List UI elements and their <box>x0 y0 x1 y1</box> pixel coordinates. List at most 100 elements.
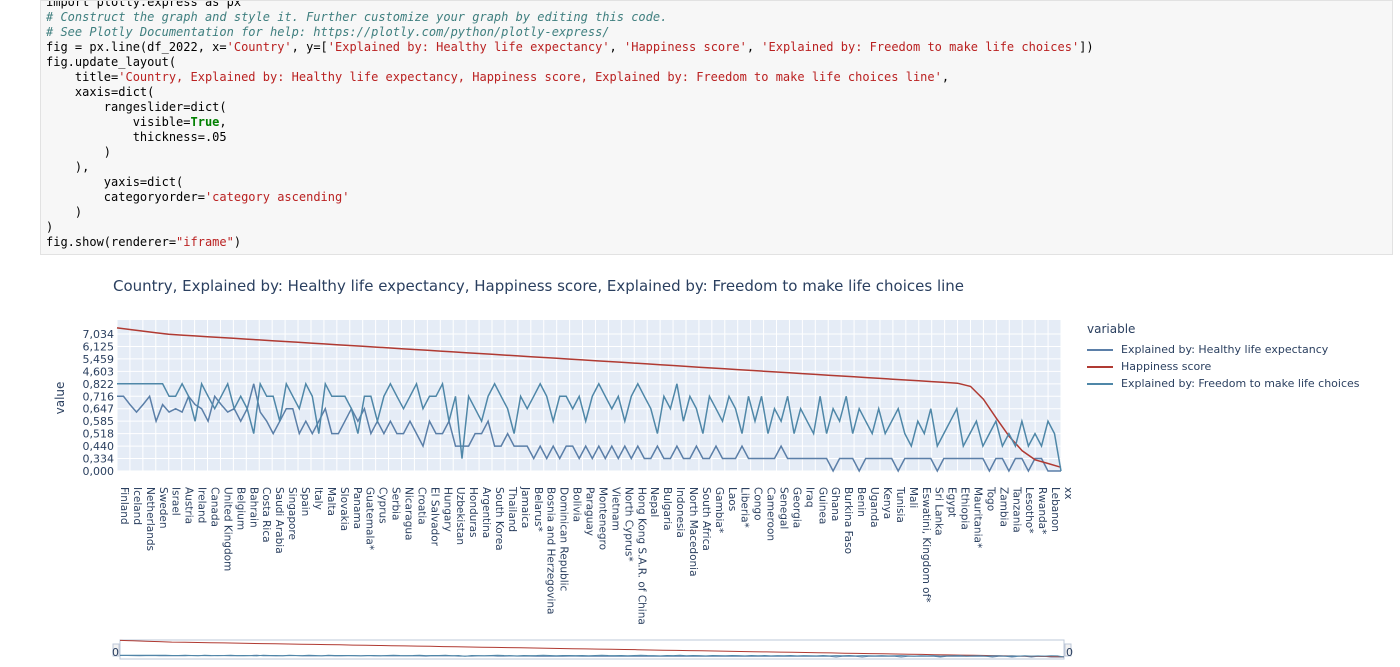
legend-title: variable <box>1087 322 1136 336</box>
code-token: 'Explained by: Healthy life expectancy' <box>327 40 610 54</box>
x-tick-label: Singapore <box>286 487 298 540</box>
legend-label: Explained by: Freedom to make life choic… <box>1121 377 1360 390</box>
code-token: 'Country' <box>226 40 292 54</box>
y-tick-label: 0,585 <box>83 415 115 428</box>
code-line: fig.update_layout( <box>46 55 1094 70</box>
code-line: categoryorder='category ascending' <box>46 190 1094 205</box>
x-tick-label: Georgia <box>790 487 802 528</box>
code-line: # Construct the graph and style it. Furt… <box>46 10 1094 25</box>
x-tick-label: xx <box>1062 487 1074 499</box>
code-token: fig = px.line(df_2022, x= <box>46 40 227 54</box>
x-tick-label: Ethiopia <box>959 487 971 530</box>
x-tick-label: Indonesia <box>674 487 686 538</box>
y-axis-title: value <box>53 382 67 415</box>
code-token: ) <box>46 220 54 234</box>
code-line: ) <box>46 220 1094 235</box>
series-line <box>116 327 1062 469</box>
code-token: yaxis=dict( <box>46 175 184 189</box>
code-line: fig.show(renderer="iframe") <box>46 235 1094 250</box>
code-token: , <box>609 40 624 54</box>
code-token: ) <box>46 205 83 219</box>
x-tick-label: Austria <box>183 487 195 524</box>
x-tick-label: Laos <box>726 487 738 511</box>
x-tick-label: Benin <box>855 487 867 517</box>
code-line: rangeslider=dict( <box>46 100 1094 115</box>
x-tick-label: Eswatini, Kingdom of* <box>920 487 932 603</box>
x-tick-label: Togo <box>984 486 996 511</box>
code-token: import plotly.express as px <box>46 0 242 9</box>
x-tick-label: Jamaica <box>519 486 531 528</box>
code-line: visible=True, <box>46 115 1094 130</box>
x-tick-label: Liberia* <box>739 487 751 528</box>
range-slider-series <box>120 654 1065 658</box>
x-tick-label: Bahrain <box>247 487 259 528</box>
y-tick-label: 0,440 <box>83 440 115 453</box>
x-tick-label: Cameroon <box>765 487 777 541</box>
x-tick-label: Malta <box>325 487 337 516</box>
code-line: ), <box>46 160 1094 175</box>
x-tick-label: South Korea <box>493 487 505 551</box>
code-token: rangeslider=dict( <box>46 100 227 114</box>
legend-item[interactable]: Happiness score <box>1087 358 1360 375</box>
range-slider-right-label: 0 <box>1066 646 1073 659</box>
code-line: yaxis=dict( <box>46 175 1094 190</box>
x-tick-label: Canada <box>209 487 221 527</box>
x-tick-label: Iceland <box>131 487 143 525</box>
x-tick-label: Slovakia <box>338 487 350 531</box>
code-line: ) <box>46 145 1094 160</box>
range-slider-left-handle[interactable] <box>112 643 120 657</box>
x-tick-label: Ghana <box>829 487 841 521</box>
code-editor[interactable]: import plotly.express as px # Construct t… <box>46 0 1094 250</box>
x-tick-label: Sri Lanka <box>933 487 945 536</box>
code-token: , <box>941 70 950 84</box>
x-tick-label: Thailand <box>506 486 518 532</box>
legend-item[interactable]: Explained by: Healthy life expectancy <box>1087 341 1360 358</box>
x-tick-label: Uzbekistan <box>454 487 466 545</box>
x-tick-label: Sweden <box>157 487 169 529</box>
code-token: title= <box>46 70 119 84</box>
x-tick-label: Belgium <box>234 487 246 530</box>
x-tick-label: Vietnam <box>609 487 621 531</box>
x-tick-label: Spain <box>299 487 311 516</box>
legend-swatch <box>1087 382 1113 385</box>
x-tick-label: Netherlands <box>144 487 156 551</box>
code-line: title='Country, Explained by: Healthy li… <box>46 70 1094 85</box>
x-tick-label: Italy <box>312 487 324 510</box>
x-tick-label: Bulgaria <box>661 487 673 531</box>
x-tick-label: Argentina <box>480 487 492 538</box>
y-tick-label: 0,822 <box>83 378 115 391</box>
code-token: # See Plotly Documentation for help: htt… <box>46 25 610 39</box>
legend: variable Explained by: Healthy life expe… <box>1087 322 1360 392</box>
code-token: 'Country, Explained by: Healthy life exp… <box>118 70 942 84</box>
x-tick-label: South Africa <box>700 487 712 551</box>
x-tick-label: Egypt <box>946 487 958 517</box>
x-tick-label: Congo <box>752 487 764 521</box>
x-tick-label: United Kingdom <box>221 487 233 571</box>
x-tick-label: Lesotho* <box>1023 487 1035 533</box>
legend-item[interactable]: Explained by: Freedom to make life choic… <box>1087 375 1360 392</box>
x-tick-label: Burkina Faso <box>842 487 854 554</box>
code-line: ) <box>46 205 1094 220</box>
y-tick-label: 0,716 <box>83 390 115 403</box>
range-slider-right-handle[interactable] <box>1064 643 1072 657</box>
x-tick-label: Lebanon <box>1049 487 1061 532</box>
code-token: 'category ascending' <box>204 190 350 204</box>
y-tick-label: 6,125 <box>83 340 115 353</box>
range-slider-series <box>119 639 1065 658</box>
legend-label: Explained by: Healthy life expectancy <box>1121 343 1329 356</box>
code-token: , <box>746 40 762 54</box>
x-tick-label: Senegal <box>778 487 790 529</box>
legend-items: Explained by: Healthy life expectancy Hap… <box>1087 341 1360 392</box>
x-tick-label: Dominican Republic <box>558 487 570 592</box>
x-tick-label: Belarus* <box>532 487 544 532</box>
code-line: import plotly.express as px <box>46 0 1094 10</box>
code-cell[interactable]: import plotly.express as px # Construct t… <box>40 0 1393 255</box>
x-tick-label: Uganda <box>868 487 880 528</box>
x-tick-label: Mauritania* <box>971 487 983 548</box>
code-token: visible= <box>46 115 191 129</box>
x-tick-label: North Macedonia <box>687 487 699 577</box>
x-tick-label: North Cyprus* <box>622 487 634 562</box>
code-token: True <box>190 115 220 129</box>
x-tick-label: Panama <box>351 487 363 529</box>
